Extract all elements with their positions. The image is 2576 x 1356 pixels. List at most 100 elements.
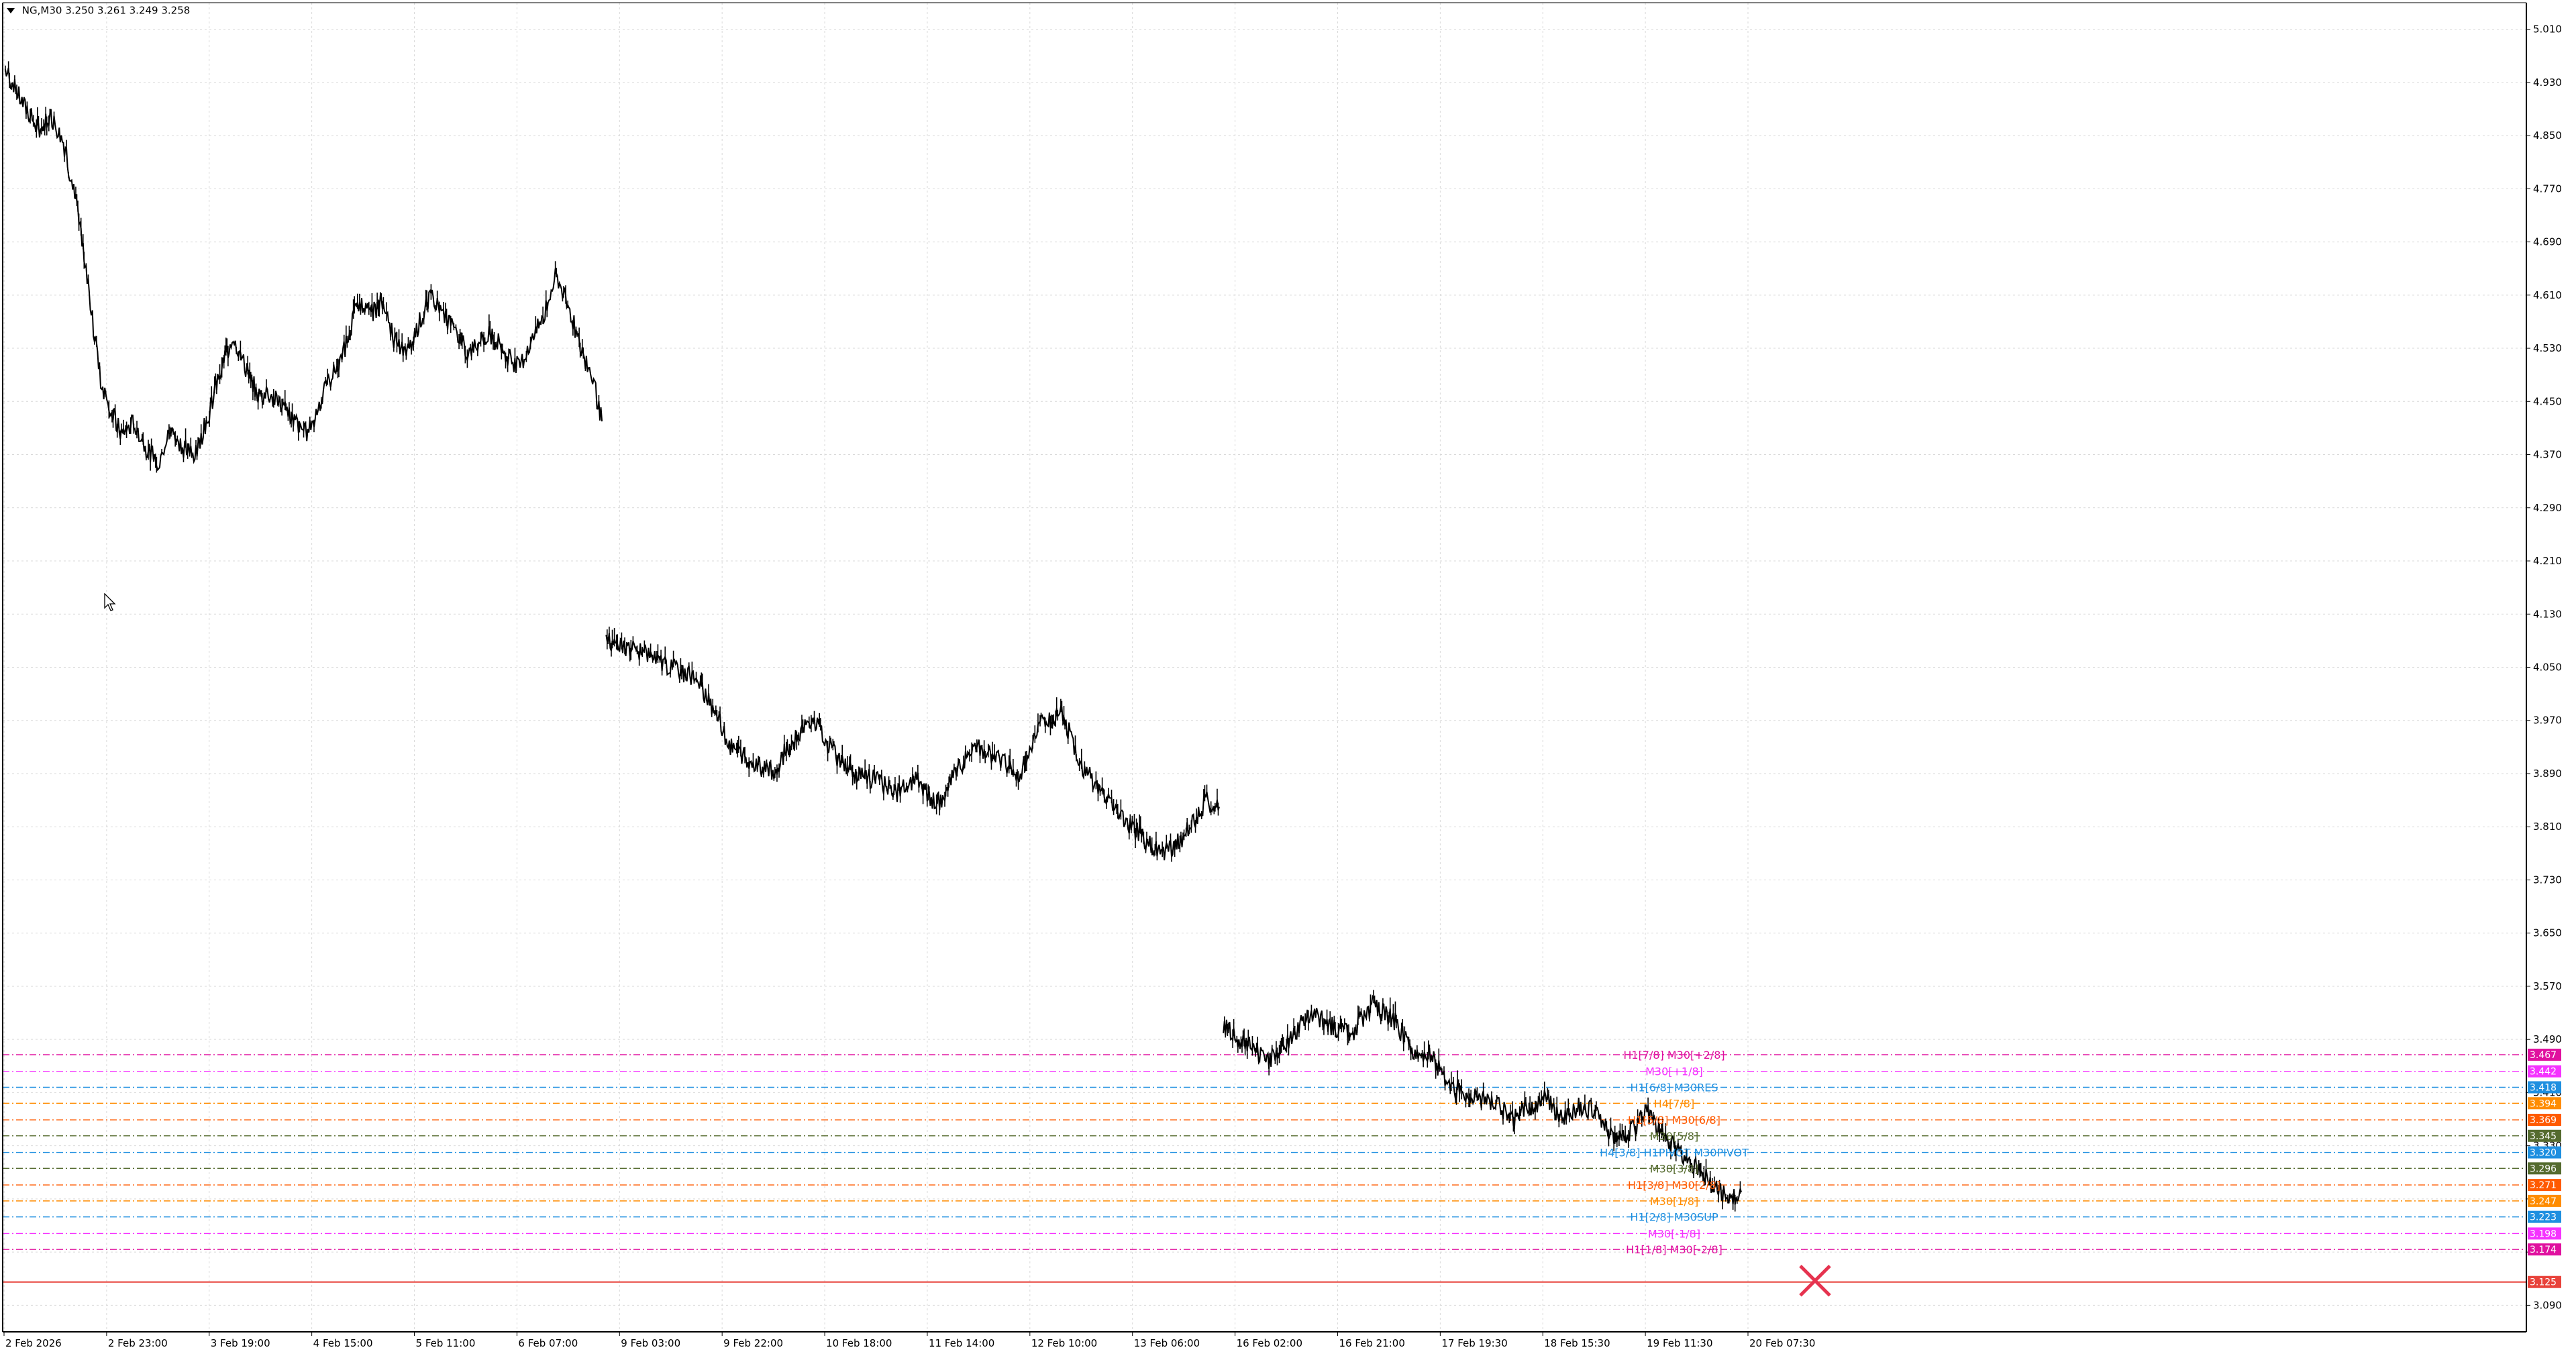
x-tick-label: 2 Feb 23:00 <box>108 1337 168 1349</box>
y-tick-label: 4.370 <box>2533 449 2562 461</box>
x-tick-label: 20 Feb 07:30 <box>1749 1337 1815 1349</box>
level-price-tag <box>2528 1194 2561 1207</box>
price-segment <box>5 61 603 473</box>
x-tick-label: 12 Feb 10:00 <box>1031 1337 1097 1349</box>
marker-layer <box>1799 1264 1831 1297</box>
level-price-tag <box>2528 1048 2561 1061</box>
level-label: H1[7/8] M30[+2/8] <box>1623 1049 1724 1061</box>
x-tick-label: 11 Feb 14:00 <box>929 1337 994 1349</box>
level-price-label: 3.369 <box>2530 1115 2557 1126</box>
level-price-tag <box>2528 1227 2561 1240</box>
x-tick-label: 2 Feb 2026 <box>5 1337 62 1349</box>
price-series <box>5 61 1742 1212</box>
level-label: M30[5/8] <box>1650 1130 1698 1143</box>
level-price-label: 3.467 <box>2530 1050 2557 1061</box>
level-price-tag <box>2528 1179 2561 1192</box>
y-tick-label: 4.290 <box>2533 502 2562 514</box>
y-tick-label: 3.650 <box>2533 927 2562 939</box>
level-price-label: 3.394 <box>2530 1098 2557 1109</box>
x-tick-label: 16 Feb 21:00 <box>1339 1337 1404 1349</box>
y-tick-label: 4.450 <box>2533 395 2562 407</box>
current-price-tag <box>2528 1275 2561 1288</box>
level-price-tag <box>2528 1129 2561 1142</box>
x-tick-label: 4 Feb 15:00 <box>313 1337 373 1349</box>
level-label: H1[6/8] M30RES <box>1630 1081 1718 1094</box>
x-tick-label: 16 Feb 02:00 <box>1237 1337 1302 1349</box>
level-price-label: 3.418 <box>2530 1082 2557 1093</box>
marker-stroke <box>1799 1264 1831 1297</box>
price-line <box>5 67 603 472</box>
x-tick-label: 17 Feb 19:30 <box>1441 1337 1507 1349</box>
y-tick-label: 4.610 <box>2533 289 2562 301</box>
level-label: H1[5/8] M30[6/8] <box>1628 1114 1720 1127</box>
y-tick-label: 3.570 <box>2533 980 2562 992</box>
x-tick-label: 9 Feb 22:00 <box>723 1337 783 1349</box>
x-tick-label: 3 Feb 19:00 <box>211 1337 270 1349</box>
level-price-label: 3.320 <box>2530 1148 2557 1159</box>
y-tick-label: 3.810 <box>2533 821 2562 833</box>
x-tick-label: 5 Feb 11:00 <box>416 1337 476 1349</box>
y-tick-label: 3.090 <box>2533 1299 2562 1311</box>
y-tick-label: 4.770 <box>2533 182 2562 195</box>
level-price-tag <box>2528 1243 2561 1256</box>
level-label: M30[3/8] <box>1650 1162 1698 1175</box>
level-price-label: 3.345 <box>2530 1131 2557 1142</box>
y-tick-label: 4.530 <box>2533 342 2562 354</box>
x-tick-label: 10 Feb 18:00 <box>826 1337 892 1349</box>
level-labels: H1[7/8] M30[+2/8] M30[+1/8] H1[6/8] M30RES… <box>1600 1049 1749 1256</box>
y-tick-label: 4.850 <box>2533 129 2562 142</box>
level-price-tag <box>2528 1114 2561 1127</box>
y-tick-label: 4.930 <box>2533 76 2562 89</box>
level-label: H1[3/8] M30[2/8] <box>1628 1179 1720 1192</box>
grid <box>3 3 2526 1332</box>
level-label: M30[-1/8] <box>1648 1227 1700 1240</box>
y-tick-label: 5.010 <box>2533 23 2562 36</box>
level-price-label: 3.223 <box>2530 1212 2557 1223</box>
ohlc-values: 3.250 3.261 3.249 3.258 <box>65 4 191 17</box>
level-label: M30[1/8] <box>1650 1195 1698 1208</box>
mouse-cursor-icon <box>104 593 116 611</box>
chart-title[interactable]: NG,M30 3.250 3.261 3.249 3.258 <box>7 4 190 17</box>
current-price-label: 3.125 <box>2530 1277 2557 1288</box>
level-price-label: 3.198 <box>2530 1229 2557 1239</box>
level-price-tag <box>2528 1081 2561 1094</box>
x-tick-label: 19 Feb 11:30 <box>1647 1337 1712 1349</box>
level-label: M30[+1/8] <box>1645 1065 1703 1078</box>
y-tick-label: 3.730 <box>2533 874 2562 886</box>
level-label: H4[3/8] H1PIVOT M30PIVOT <box>1600 1147 1749 1159</box>
level-price-tag <box>2528 1065 2561 1078</box>
level-label: H1[2/8] M30SUP <box>1630 1211 1718 1224</box>
price-line <box>1223 994 1742 1205</box>
x-tick-label: 9 Feb 03:00 <box>621 1337 680 1349</box>
level-price-label: 3.296 <box>2530 1163 2557 1174</box>
y-tick-label: 4.690 <box>2533 236 2562 248</box>
level-label: H4[7/8] <box>1654 1097 1694 1110</box>
level-price-tag <box>2528 1162 2561 1175</box>
y-tick-label: 4.210 <box>2533 555 2562 567</box>
x-tick-label: 18 Feb 15:30 <box>1544 1337 1610 1349</box>
level-price-tag <box>2528 1146 2561 1159</box>
level-price-label: 3.247 <box>2530 1196 2557 1207</box>
y-tick-label: 4.050 <box>2533 662 2562 674</box>
y-tick-label: 4.130 <box>2533 608 2562 620</box>
price-segment <box>1223 990 1742 1212</box>
level-price-label: 3.442 <box>2530 1067 2557 1078</box>
close-x-icon[interactable] <box>1799 1264 1831 1297</box>
y-tick-label: 3.890 <box>2533 768 2562 780</box>
level-lines <box>3 1054 2526 1283</box>
level-price-tag <box>2528 1097 2561 1110</box>
price-line <box>605 633 1220 861</box>
level-price-label: 3.271 <box>2530 1180 2557 1191</box>
price-segment <box>605 626 1220 862</box>
y-tick-label: 3.490 <box>2533 1033 2562 1045</box>
dropdown-arrow-icon[interactable] <box>7 7 15 13</box>
level-price-label: 3.174 <box>2530 1245 2557 1255</box>
level-price-tag <box>2528 1210 2561 1223</box>
x-tick-label: 13 Feb 06:00 <box>1134 1337 1200 1349</box>
level-label: H1[1/8] M30[-2/8] <box>1626 1243 1722 1256</box>
y-tick-label: 3.970 <box>2533 715 2562 727</box>
x-tick-label: 6 Feb 07:00 <box>518 1337 578 1349</box>
